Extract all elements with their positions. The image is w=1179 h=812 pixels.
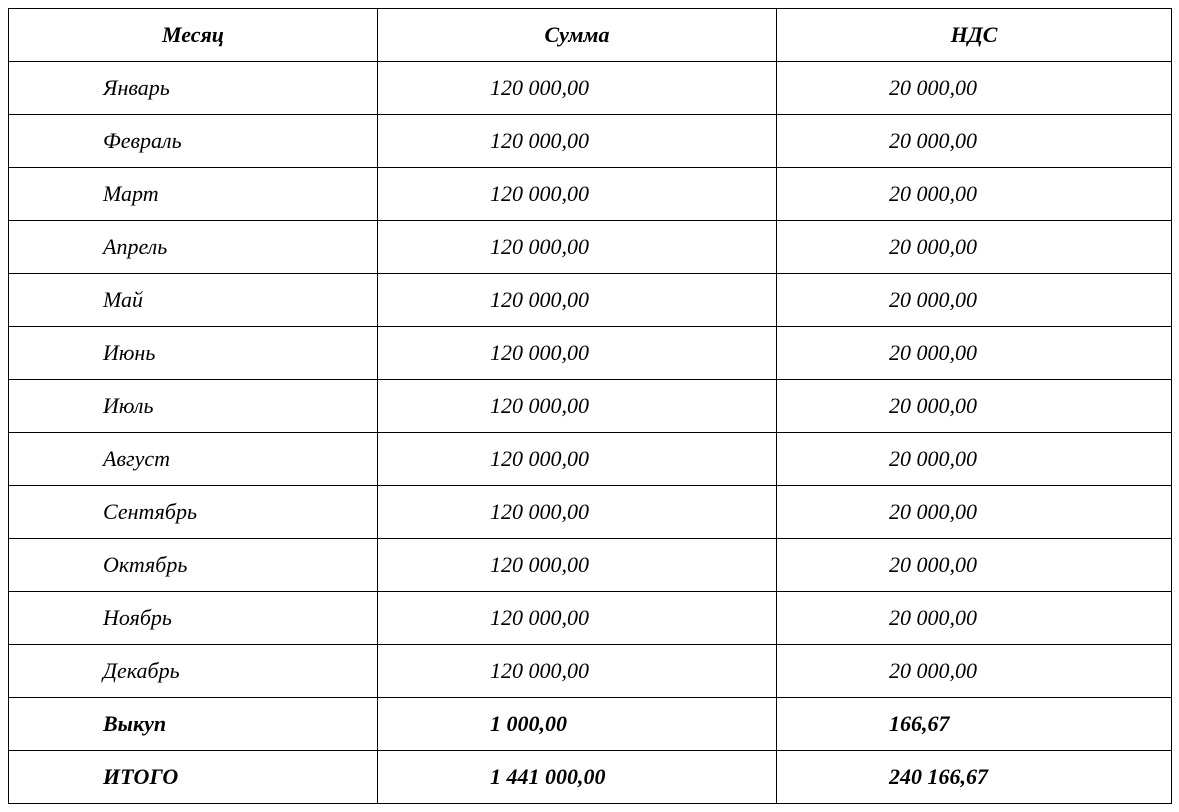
table-row: Октябрь120 000,0020 000,00 (9, 539, 1172, 592)
table-row: Май120 000,0020 000,00 (9, 274, 1172, 327)
header-amount: Сумма (378, 9, 777, 62)
table-row: Сентябрь120 000,0020 000,00 (9, 486, 1172, 539)
table-row: Июль120 000,0020 000,00 (9, 380, 1172, 433)
table-row: Август120 000,0020 000,00 (9, 433, 1172, 486)
month-cell: Апрель (9, 221, 378, 274)
header-month: Месяц (9, 9, 378, 62)
amount-cell: 120 000,00 (378, 221, 777, 274)
table-row: Март120 000,0020 000,00 (9, 168, 1172, 221)
month-cell: Январь (9, 62, 378, 115)
vat-cell: 20 000,00 (777, 433, 1172, 486)
table-row: ИТОГО1 441 000,00240 166,67 (9, 751, 1172, 804)
amount-cell: 120 000,00 (378, 168, 777, 221)
vat-cell: 20 000,00 (777, 486, 1172, 539)
amount-cell: 1 441 000,00 (378, 751, 777, 804)
month-cell: Март (9, 168, 378, 221)
amount-cell: 120 000,00 (378, 433, 777, 486)
vat-cell: 20 000,00 (777, 327, 1172, 380)
amount-cell: 120 000,00 (378, 62, 777, 115)
vat-cell: 20 000,00 (777, 274, 1172, 327)
month-cell: Октябрь (9, 539, 378, 592)
amount-cell: 1 000,00 (378, 698, 777, 751)
amount-cell: 120 000,00 (378, 274, 777, 327)
vat-cell: 20 000,00 (777, 592, 1172, 645)
vat-cell: 20 000,00 (777, 168, 1172, 221)
vat-cell: 20 000,00 (777, 62, 1172, 115)
vat-cell: 20 000,00 (777, 221, 1172, 274)
amount-cell: 120 000,00 (378, 486, 777, 539)
month-cell: Август (9, 433, 378, 486)
vat-cell: 20 000,00 (777, 645, 1172, 698)
month-cell: ИТОГО (9, 751, 378, 804)
table-body: Январь120 000,0020 000,00Февраль120 000,… (9, 62, 1172, 804)
table-header-row: Месяц Сумма НДС (9, 9, 1172, 62)
table-row: Январь120 000,0020 000,00 (9, 62, 1172, 115)
month-cell: Декабрь (9, 645, 378, 698)
amount-cell: 120 000,00 (378, 539, 777, 592)
table-row: Апрель120 000,0020 000,00 (9, 221, 1172, 274)
vat-cell: 166,67 (777, 698, 1172, 751)
payment-schedule-table: Месяц Сумма НДС Январь120 000,0020 000,0… (8, 8, 1172, 804)
month-cell: Февраль (9, 115, 378, 168)
vat-cell: 20 000,00 (777, 380, 1172, 433)
header-vat: НДС (777, 9, 1172, 62)
vat-cell: 20 000,00 (777, 539, 1172, 592)
amount-cell: 120 000,00 (378, 115, 777, 168)
month-cell: Ноябрь (9, 592, 378, 645)
month-cell: Июль (9, 380, 378, 433)
month-cell: Май (9, 274, 378, 327)
amount-cell: 120 000,00 (378, 327, 777, 380)
amount-cell: 120 000,00 (378, 380, 777, 433)
table-row: Февраль120 000,0020 000,00 (9, 115, 1172, 168)
vat-cell: 240 166,67 (777, 751, 1172, 804)
table-row: Ноябрь120 000,0020 000,00 (9, 592, 1172, 645)
month-cell: Июнь (9, 327, 378, 380)
table-row: Выкуп1 000,00166,67 (9, 698, 1172, 751)
month-cell: Выкуп (9, 698, 378, 751)
table-row: Июнь120 000,0020 000,00 (9, 327, 1172, 380)
vat-cell: 20 000,00 (777, 115, 1172, 168)
month-cell: Сентябрь (9, 486, 378, 539)
amount-cell: 120 000,00 (378, 592, 777, 645)
amount-cell: 120 000,00 (378, 645, 777, 698)
table-row: Декабрь120 000,0020 000,00 (9, 645, 1172, 698)
